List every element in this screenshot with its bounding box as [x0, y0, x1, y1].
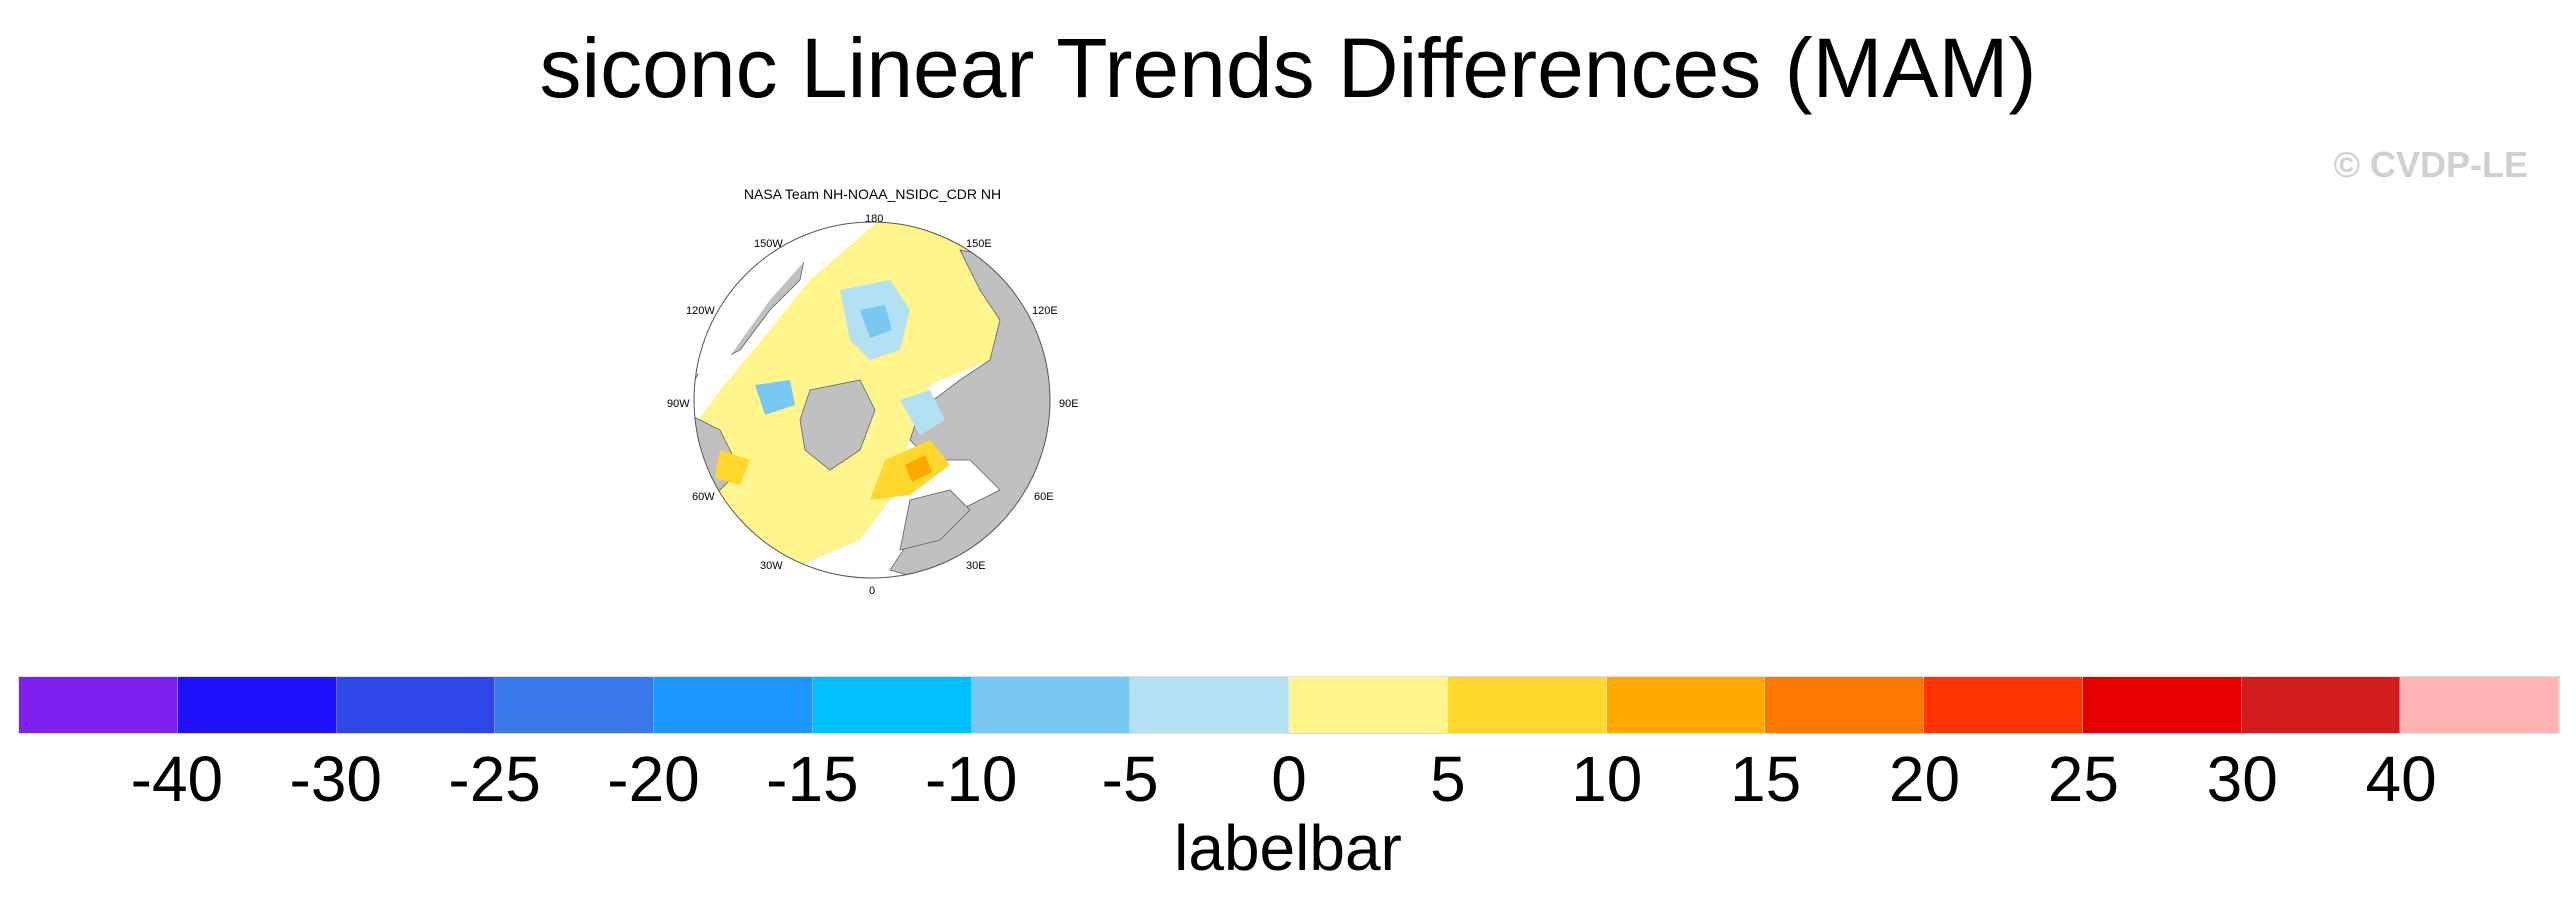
- polar-map: [693, 221, 1051, 579]
- negative-trend-region: [755, 380, 795, 415]
- lon-label-90w: 90W: [667, 398, 690, 410]
- labelbar-swatch: [2082, 677, 2242, 733]
- labelbar-swatch: [177, 677, 337, 733]
- lon-label-30e: 30E: [966, 560, 986, 572]
- map-border: [693, 221, 1051, 579]
- positive-trend-region: [905, 455, 932, 482]
- lon-label-120e: 120E: [1032, 305, 1058, 317]
- labelbar-swatch: [1447, 677, 1607, 733]
- panel-title: NASA Team NH-NOAA_NSIDC_CDR NH: [743, 186, 1002, 202]
- land-scandinavia: [899, 489, 971, 551]
- labelbar-swatch: [495, 677, 654, 733]
- lon-label-0: 0: [869, 585, 876, 597]
- labelbar-swatch: [2400, 677, 2559, 733]
- positive-trend-region: [715, 450, 750, 485]
- figure-title: siconc Linear Trends Differences (MAM): [539, 21, 2037, 115]
- labelbar-swatch: [19, 677, 178, 733]
- labelbar-tick-label: 0: [1271, 743, 1307, 815]
- cvdp-watermark: © CVDP-LE: [2333, 144, 2528, 185]
- labelbar-tick-label: 15: [1730, 743, 1802, 815]
- labelbar-tick-label: 40: [2365, 743, 2437, 815]
- labelbar-swatch: [336, 677, 496, 733]
- labelbar-swatch: [654, 677, 813, 733]
- land-greenland: [799, 379, 876, 471]
- labelbar-tick-label: 30: [2206, 743, 2278, 815]
- labelbar-tick-label: -5: [1101, 743, 1159, 815]
- color-labelbar: [18, 676, 2560, 734]
- negative-trend-region: [900, 390, 945, 435]
- lon-label-150e: 150E: [966, 238, 992, 250]
- labelbar-swatch: [2241, 677, 2401, 733]
- labelbar-tick-label: 25: [2047, 743, 2119, 815]
- labelbar-swatch: [1130, 677, 1289, 733]
- lon-label-30w: 30W: [760, 560, 783, 572]
- lon-label-60e: 60E: [1034, 491, 1054, 503]
- labelbar-tick-label: -20: [607, 743, 700, 815]
- labelbar-tick-label: 5: [1430, 743, 1466, 815]
- labelbar-tick-label: 20: [1888, 743, 1961, 815]
- labelbar-tick-label: -10: [925, 743, 1018, 815]
- lon-label-150w: 150W: [754, 238, 783, 250]
- labelbar-title: labelbar: [1174, 812, 1402, 884]
- labelbar-tick-label: 10: [1571, 743, 1643, 815]
- labelbar-tick-label: -25: [448, 743, 541, 815]
- labelbar-swatch: [1606, 677, 1766, 733]
- labelbar-tick-label: -15: [766, 743, 859, 815]
- labelbar-swatch: [812, 677, 972, 733]
- labelbar-swatch: [1924, 677, 2083, 733]
- lon-label-120w: 120W: [686, 305, 715, 317]
- map-disk: [694, 222, 1050, 578]
- lon-label-60w: 60W: [692, 491, 715, 503]
- labelbar-tick-label: -40: [130, 743, 224, 815]
- lon-label-180: 180: [865, 213, 884, 225]
- lon-label-90e: 90E: [1059, 398, 1079, 410]
- labelbar-swatch: [971, 677, 1131, 733]
- labelbar-swatch: [1289, 677, 1448, 733]
- labelbar-swatch: [1765, 677, 1924, 733]
- labelbar-tick-label: -30: [289, 743, 383, 815]
- negative-trend-region: [860, 305, 892, 338]
